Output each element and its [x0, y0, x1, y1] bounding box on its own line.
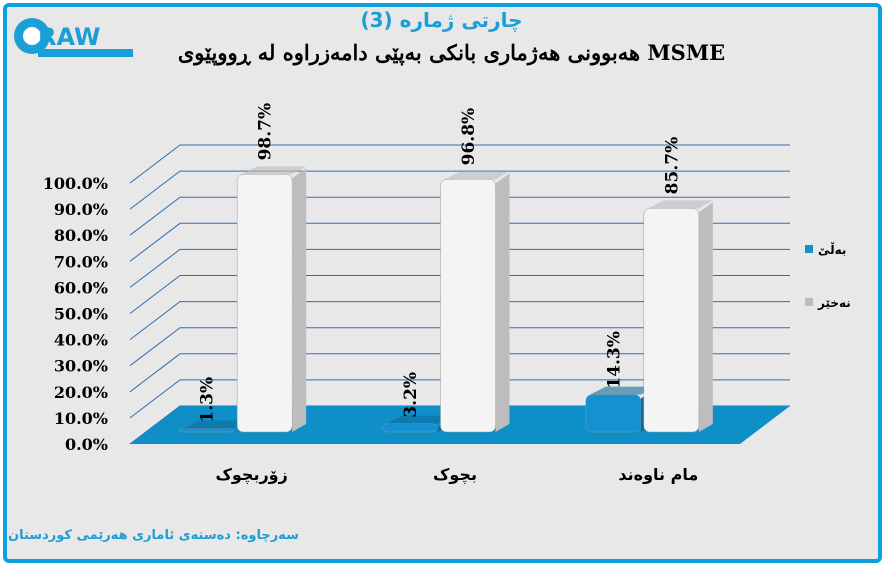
bar-no [643, 208, 700, 433]
bar-no [236, 174, 293, 433]
y-tick-label: 10.0% [54, 409, 108, 428]
data-label-no: 96.8% [459, 108, 479, 166]
source-note: سەرچاوە: دەستەی ئاماری هەرێمی کوردستان [8, 528, 299, 543]
legend-swatch-no [805, 298, 813, 306]
x-category-label: زۆربچوک [216, 465, 288, 485]
bar-no-top [241, 166, 307, 175]
gridline [129, 196, 790, 236]
bar-no-side [698, 202, 713, 432]
x-category-label: بچوک [433, 465, 477, 485]
bar-yes-top [589, 386, 655, 395]
gridline [129, 379, 790, 419]
chart-title: چارتی ژمارە (3) [360, 8, 523, 32]
y-tick-label: 30.0% [54, 357, 108, 376]
legend-swatch-yes [805, 245, 813, 253]
draw-logo: RAW [10, 12, 145, 66]
data-label-yes: 14.3% [604, 331, 624, 389]
gridline [129, 144, 790, 184]
data-label-no: 98.7% [256, 103, 276, 161]
y-tick-label: 50.0% [54, 305, 108, 324]
gridline [129, 248, 790, 288]
bar-yes [178, 428, 235, 433]
y-tick-label: 60.0% [54, 278, 108, 297]
y-tick-label: 100.0% [43, 174, 108, 193]
bar-yes-top [386, 415, 452, 424]
bar-no-top [444, 171, 510, 180]
gridline [129, 301, 790, 340]
data-label-no: 85.7% [662, 137, 682, 195]
y-tick-label: 90.0% [54, 200, 108, 219]
chart-subtitle: هەبوونی هەژماری بانکی بەپێی دامەزراوە لە… [177, 40, 726, 65]
y-tick-label: 80.0% [54, 226, 108, 245]
data-label-yes: 1.3% [198, 377, 218, 423]
y-tick-label: 0.0% [65, 435, 108, 454]
y-tick-label: 40.0% [54, 331, 108, 350]
bar-no-top [647, 200, 713, 209]
y-tick-label: 20.0% [54, 383, 108, 402]
legend-label-no: نەخێر [817, 296, 851, 310]
bar-no-side [292, 168, 307, 432]
bar-yes [585, 394, 642, 433]
bar-yes-top [183, 420, 249, 429]
gridline [129, 353, 790, 393]
y-tick-label: 70.0% [54, 252, 108, 271]
gridline [129, 275, 790, 314]
legend-label-yes: بەڵێ [818, 242, 846, 257]
svg-text:RAW: RAW [38, 23, 100, 51]
gridline [129, 170, 790, 210]
bar-no [440, 179, 496, 433]
x-category-label: مام ناوەند [618, 465, 698, 484]
bar-yes [382, 423, 438, 433]
gridline [129, 327, 790, 367]
gridline [129, 222, 790, 262]
bar-no-side [495, 173, 510, 433]
data-label-yes: 3.2% [401, 372, 421, 418]
